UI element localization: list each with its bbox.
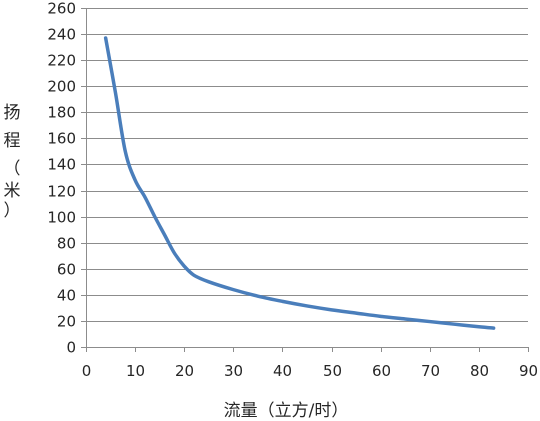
y-tick-label: 220 (47, 52, 76, 70)
series-line (103, 36, 496, 330)
y-axis-title: 扬程 （米） (4, 103, 21, 221)
x-tick-label: 70 (421, 362, 440, 380)
y-axis-title-char: 程 (4, 131, 21, 151)
y-tick-label: 260 (47, 0, 76, 18)
y-tick-label: 160 (47, 130, 76, 148)
y-tick-label: 100 (47, 209, 76, 227)
y-tick-label: 240 (47, 26, 76, 44)
y-tick-label: 180 (47, 104, 76, 122)
y-tick-label: 60 (57, 261, 76, 279)
x-tick-label: 90 (519, 362, 538, 380)
series-layer (103, 36, 496, 330)
tick-labels: 0 20 40 60 80 100 120 140 160 180 200 220 240 260 0 10 2… (47, 0, 538, 380)
x-tick-label: 20 (175, 362, 194, 380)
y-axis-title-char: （ (4, 159, 21, 179)
y-tick-label: 40 (57, 287, 76, 305)
y-axis-title-char: 扬 (4, 103, 21, 123)
axes (81, 8, 529, 352)
x-tick-label: 60 (372, 362, 391, 380)
y-tick-label: 140 (47, 156, 76, 174)
y-tick-label: 120 (47, 183, 76, 201)
x-tick-label: 50 (323, 362, 342, 380)
y-axis-title-char: 米 (4, 181, 21, 201)
x-tick-label: 10 (126, 362, 145, 380)
x-tick-label: 30 (224, 362, 243, 380)
x-tick-label: 40 (273, 362, 292, 380)
x-tick-label: 80 (470, 362, 489, 380)
y-tick-label: 200 (47, 78, 76, 96)
y-tick-label: 80 (57, 235, 76, 253)
y-tick-label: 20 (57, 313, 76, 331)
gridlines (86, 8, 528, 322)
x-tick-label: 0 (82, 362, 92, 380)
y-tick-label: 0 (66, 339, 76, 357)
x-axis-title: 流量（立方/时） (224, 401, 349, 421)
y-axis-title-char: ） (4, 201, 21, 221)
